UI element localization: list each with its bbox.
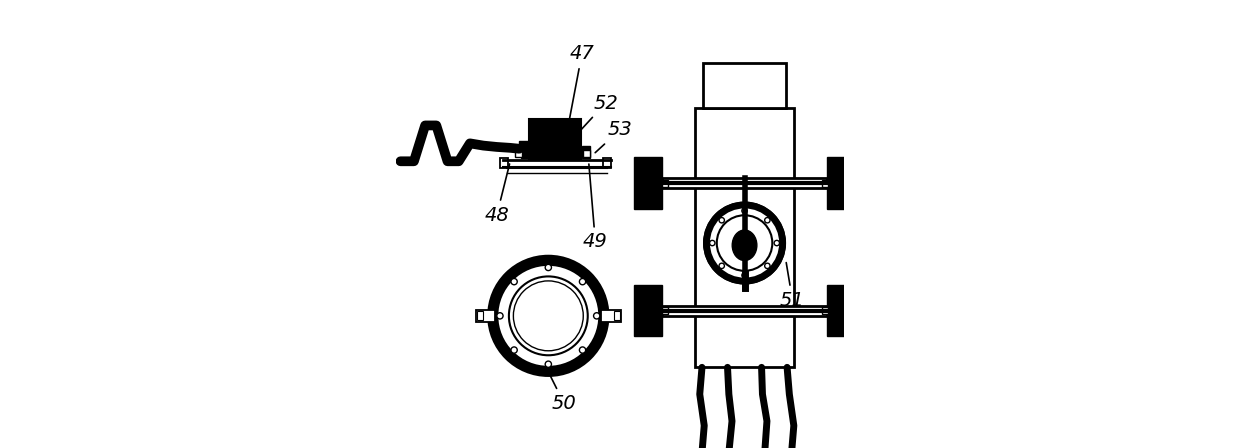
Bar [601, 310, 621, 322]
Circle shape [546, 361, 552, 367]
Bar [476, 310, 496, 322]
Circle shape [765, 218, 770, 223]
Bar [827, 157, 856, 209]
Text: 50: 50 [549, 375, 577, 413]
Circle shape [709, 240, 715, 246]
Circle shape [765, 263, 770, 268]
Bar [528, 119, 582, 159]
Bar [827, 285, 856, 336]
Bar [522, 146, 529, 158]
Bar [822, 180, 828, 187]
Bar [662, 306, 827, 316]
Circle shape [774, 240, 780, 246]
Circle shape [719, 263, 724, 268]
Text: 51: 51 [780, 263, 805, 310]
Circle shape [546, 264, 552, 271]
Circle shape [717, 215, 773, 271]
Bar [520, 141, 529, 155]
Bar [501, 158, 508, 168]
Text: 49: 49 [583, 164, 608, 251]
Bar [703, 63, 786, 108]
Circle shape [707, 205, 782, 281]
Circle shape [511, 279, 517, 285]
Text: 48: 48 [485, 164, 510, 224]
Text: 47: 47 [564, 44, 594, 145]
Bar [822, 307, 828, 314]
Circle shape [594, 313, 600, 319]
Bar [583, 150, 590, 157]
Circle shape [490, 258, 606, 374]
Circle shape [579, 347, 585, 353]
Circle shape [704, 202, 785, 283]
Circle shape [492, 260, 604, 371]
Circle shape [511, 347, 517, 353]
Circle shape [742, 272, 748, 278]
Circle shape [497, 313, 503, 319]
Ellipse shape [733, 230, 756, 260]
Circle shape [719, 218, 724, 223]
Bar [582, 146, 590, 158]
Circle shape [579, 279, 585, 285]
Bar [614, 311, 620, 320]
Bar [662, 178, 827, 188]
Text: 53: 53 [595, 121, 632, 153]
Bar [662, 307, 668, 314]
Bar [696, 108, 794, 367]
Bar [477, 311, 482, 320]
Bar [634, 285, 662, 336]
Circle shape [508, 276, 588, 355]
Circle shape [513, 281, 583, 351]
Bar [515, 150, 522, 157]
Bar [662, 180, 668, 187]
Bar [634, 157, 662, 209]
Text: 52: 52 [570, 94, 618, 141]
Bar [603, 158, 611, 168]
Circle shape [742, 208, 748, 214]
